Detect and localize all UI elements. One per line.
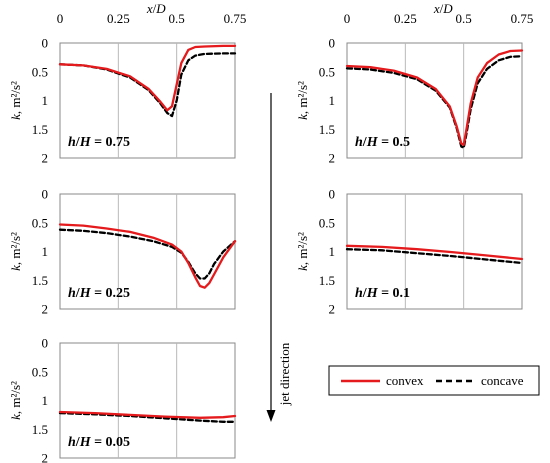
legend-convex-label: convex	[386, 373, 424, 388]
jet-direction-arrowhead-icon	[266, 410, 276, 422]
panel-label: h/H = 0.25	[68, 286, 130, 301]
y-axis-label: k, m²/s²	[8, 381, 23, 420]
chart-panel-h05: 0 0.25 0.5 0.75 x/D 0 0.5 1 1.5 2 k, m²/s² h/H = 0.…	[295, 1, 533, 166]
y-tick-label: 2	[329, 151, 336, 166]
legend: convex concave	[328, 365, 540, 396]
panel-label: h/H = 0.05	[68, 435, 130, 450]
y-axis-label: k, m²/s²	[8, 81, 23, 120]
plot-frame	[59, 193, 236, 310]
y-tick-label: 1	[329, 244, 336, 259]
plot-frame	[59, 342, 236, 459]
chart-panel-h025: 0 0.5 1 1.5 2 k, m²/s² h/H = 0.25	[8, 187, 237, 317]
y-tick-label: 0	[42, 36, 49, 51]
plot-frame	[346, 42, 523, 159]
panel-label: h/H = 0.75	[68, 135, 130, 150]
x-tick-label: 0	[344, 11, 351, 26]
x-tick-label: 0.5	[169, 11, 185, 26]
x-axis-label: x/D	[146, 1, 166, 16]
y-tick-label: 0.5	[32, 64, 48, 79]
x-tick-label: 0.75	[511, 11, 534, 26]
y-tick-label: 1.5	[319, 273, 335, 288]
y-tick-label: 0	[329, 187, 336, 202]
chart-panel-h075: 0 0.25 0.5 0.75 x/D 0 0.5 1 1.5 2 k, m²/s² h/H = 0.…	[8, 1, 246, 166]
y-tick-label: 2	[42, 302, 49, 317]
y-tick-label: 1	[42, 393, 49, 408]
panel-label: h/H = 0.5	[355, 135, 410, 150]
y-tick-label: 0.5	[32, 364, 48, 379]
series-line-concave	[345, 55, 524, 149]
y-axis-label: k, m²/s²	[295, 81, 310, 120]
y-tick-label: 1.5	[32, 422, 48, 437]
y-tick-label: 1	[42, 244, 49, 259]
panel-label: h/H = 0.1	[355, 286, 410, 301]
x-tick-label: 0.25	[107, 11, 130, 26]
jet-direction-label: jet direction	[277, 342, 292, 406]
y-tick-label: 1	[329, 93, 336, 108]
y-tick-label: 0	[42, 336, 49, 351]
x-tick-label: 0.25	[394, 11, 417, 26]
y-tick-label: 2	[329, 302, 336, 317]
x-axis-label: x/D	[433, 1, 453, 16]
x-tick-label: 0.5	[456, 11, 472, 26]
y-tick-label: 2	[42, 151, 49, 166]
series-line-convex	[58, 410, 237, 419]
plot-frame	[59, 42, 236, 159]
y-tick-label: 1.5	[32, 122, 48, 137]
series-line-concave	[58, 411, 237, 423]
series-line-convex	[58, 44, 237, 112]
chart-panel-h005: 0 0.5 1 1.5 2 k, m²/s² h/H = 0.05	[8, 336, 237, 463]
x-tick-label: 0.75	[224, 11, 247, 26]
x-tick-label: 0	[57, 11, 64, 26]
y-tick-label: 2	[42, 451, 49, 463]
y-tick-label: 1	[42, 93, 49, 108]
panels-layer: 0 0.25 0.5 0.75 x/D 0 0.5 1 1.5 2 k, m²/s² h/H = 0.…	[8, 1, 533, 463]
y-tick-label: 1.5	[319, 122, 335, 137]
y-tick-label: 1.5	[32, 273, 48, 288]
y-tick-label: 0.5	[319, 64, 335, 79]
y-tick-label: 0.5	[319, 215, 335, 230]
jet-direction-annotation: jet direction	[266, 93, 292, 422]
series-line-convex	[345, 49, 524, 146]
series-line-convex	[345, 244, 524, 261]
y-tick-label: 0	[42, 187, 49, 202]
series-line-concave	[345, 248, 524, 265]
y-tick-label: 0.5	[32, 215, 48, 230]
y-axis-label: k, m²/s²	[295, 232, 310, 271]
legend-concave-label: concave	[481, 373, 524, 388]
chart-panel-h01: 0 0.5 1 1.5 2 k, m²/s² h/H = 0.1	[295, 187, 524, 317]
series-line-convex	[58, 223, 237, 289]
y-axis-label: k, m²/s²	[8, 232, 23, 271]
y-tick-label: 0	[329, 36, 336, 51]
